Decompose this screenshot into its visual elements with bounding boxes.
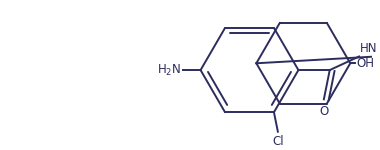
- Text: O: O: [319, 105, 328, 118]
- Text: HN: HN: [360, 42, 378, 56]
- Text: OH: OH: [356, 57, 374, 70]
- Text: Cl: Cl: [272, 135, 284, 148]
- Text: H$_2$N: H$_2$N: [157, 63, 181, 78]
